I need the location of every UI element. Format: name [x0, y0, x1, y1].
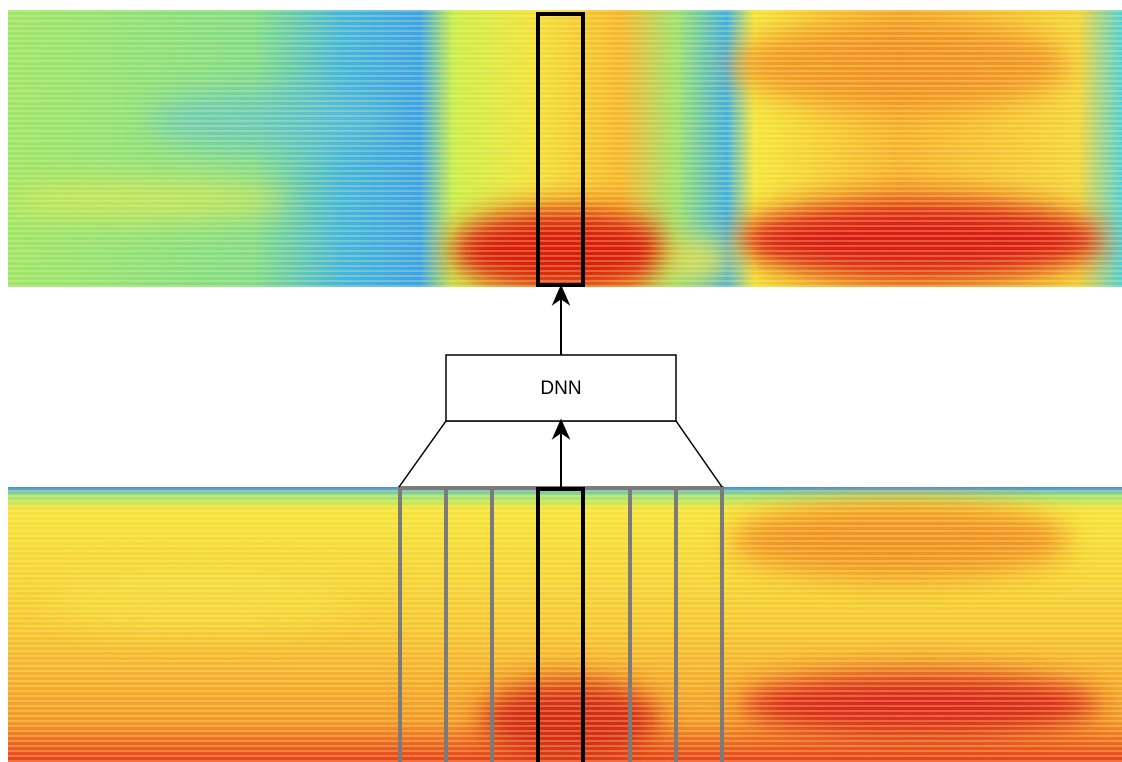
context-frames: [398, 486, 724, 762]
output-spectrogram: [8, 10, 1122, 287]
dnn-label: DNN: [540, 378, 581, 399]
input-frame: [536, 487, 585, 762]
output-frame: [536, 12, 585, 287]
dnn-box: [445, 354, 677, 422]
input-spectrogram: [8, 487, 1122, 762]
arrows: [551, 284, 571, 487]
